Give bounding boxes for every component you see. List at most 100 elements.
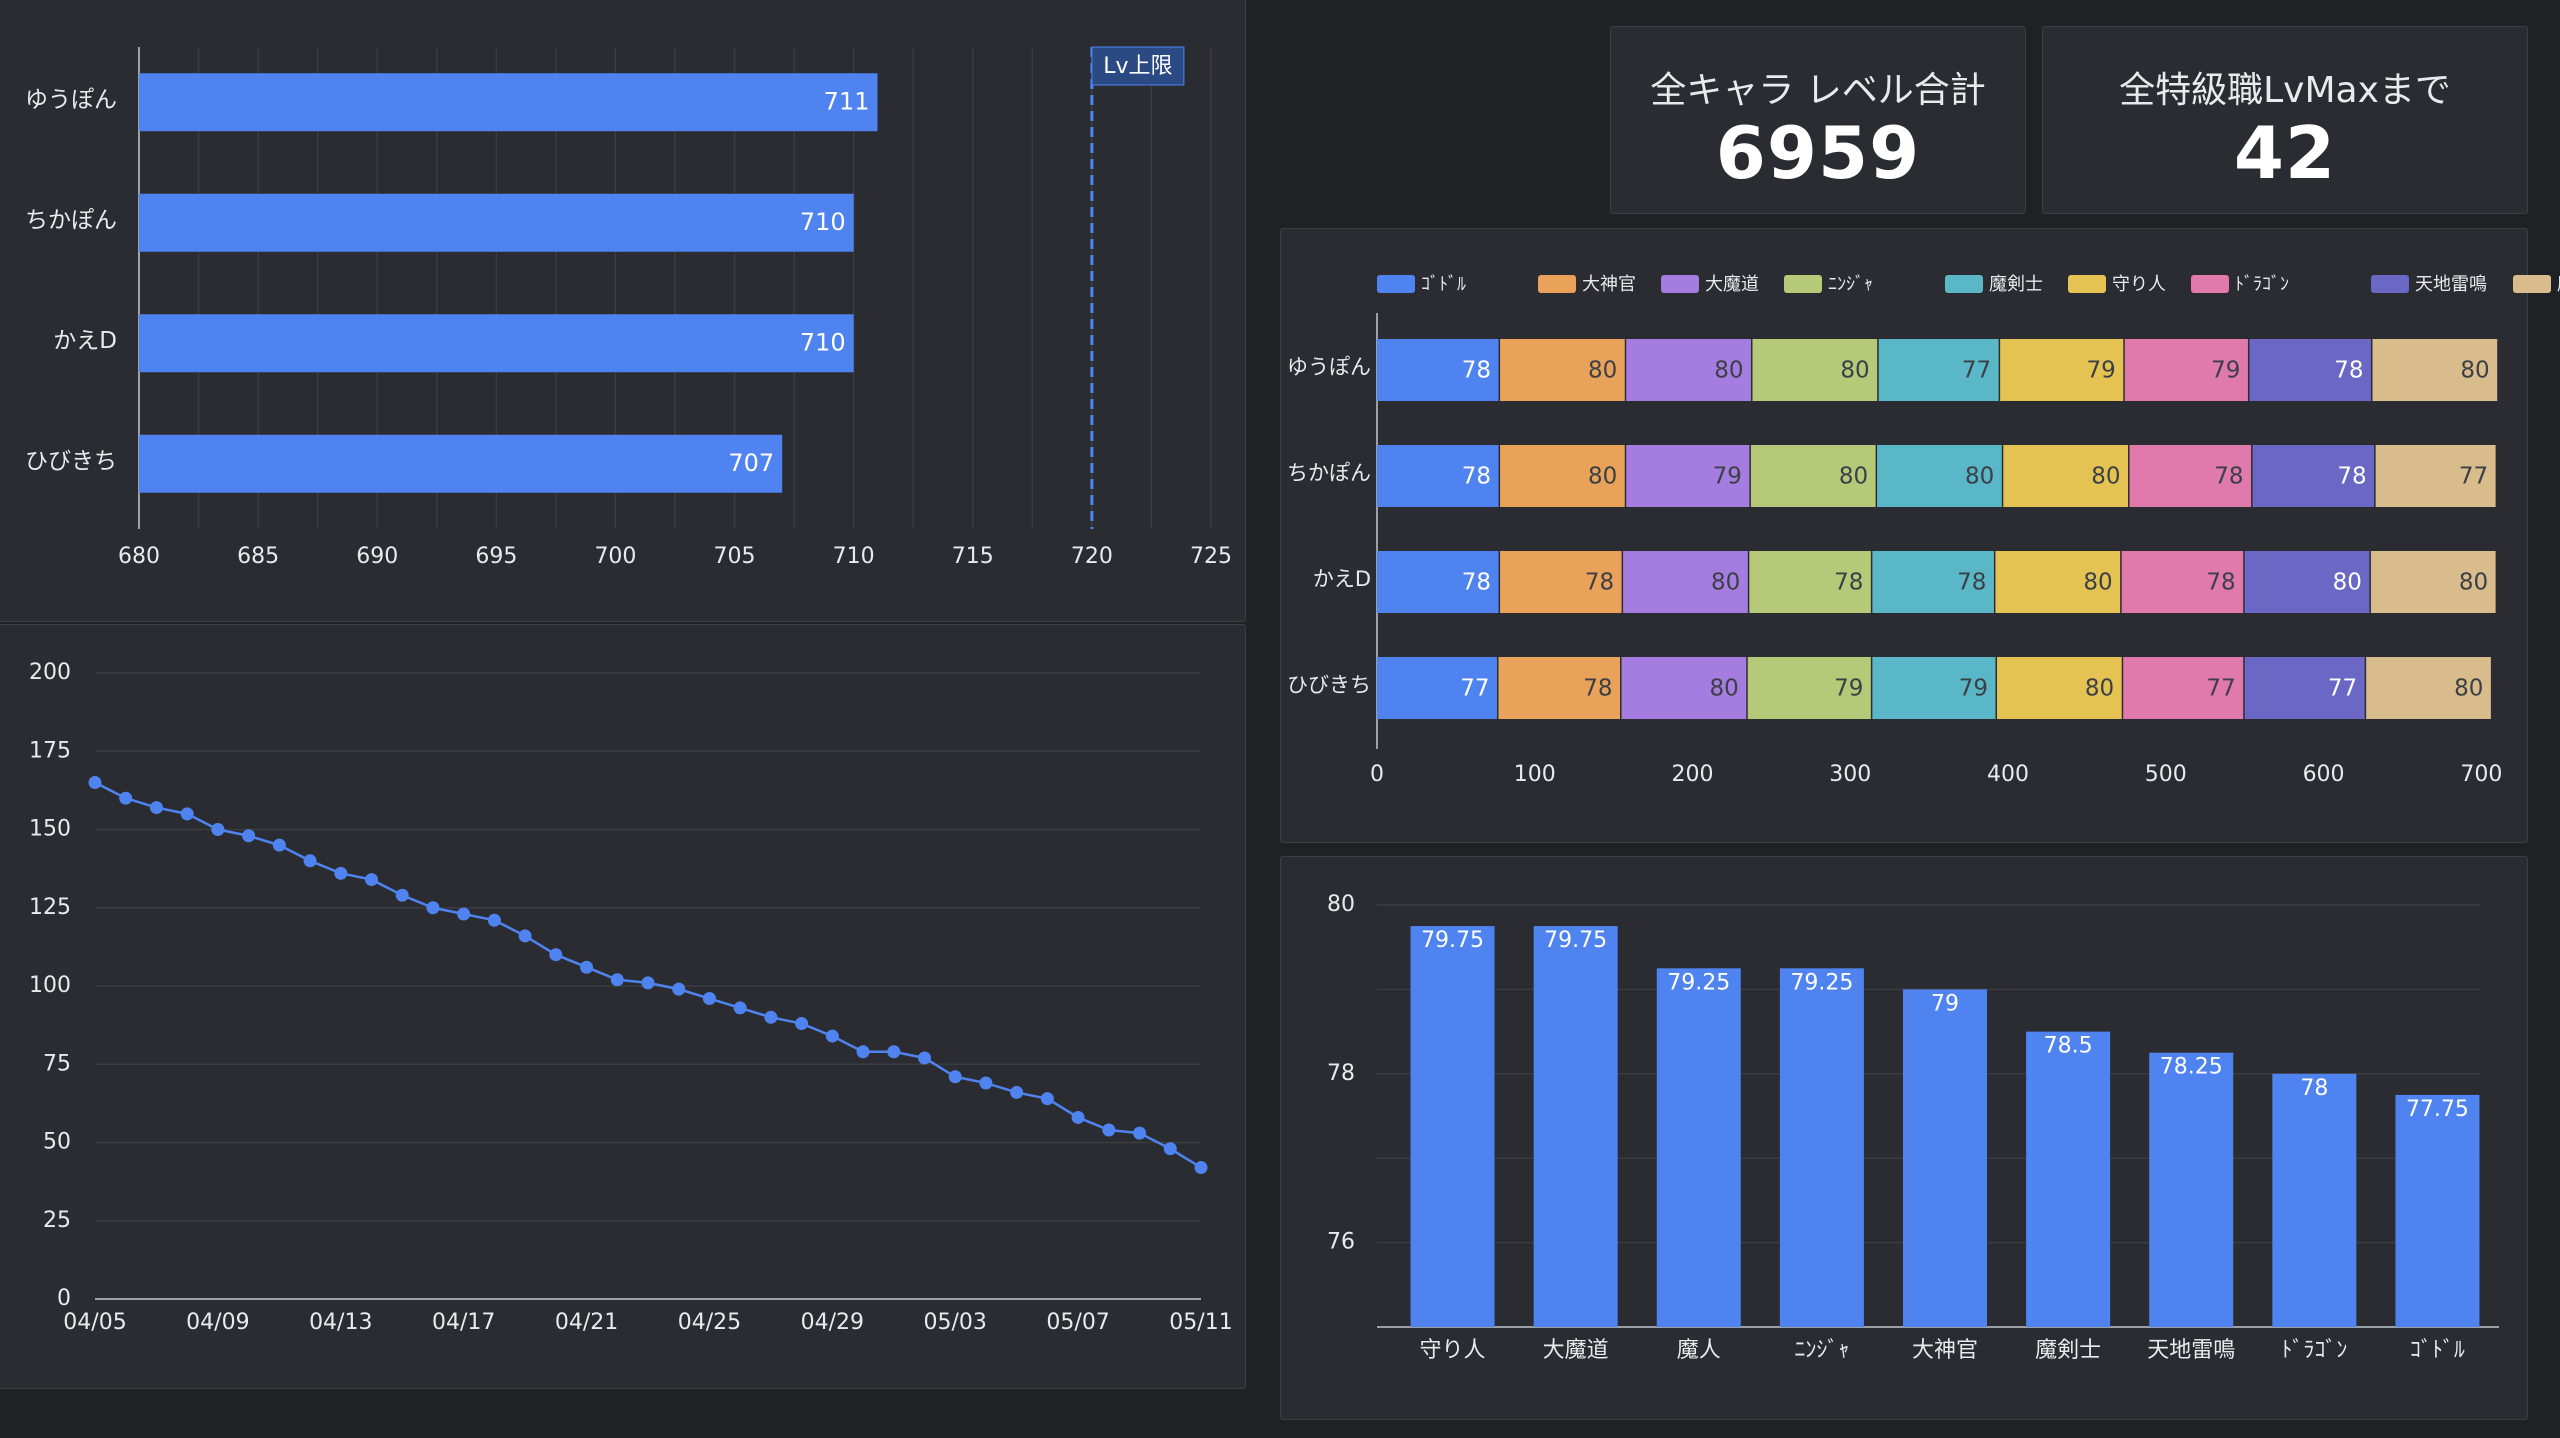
x-tick-label: 200 bbox=[1672, 762, 1714, 787]
x-tick-label: 720 bbox=[1071, 544, 1113, 569]
bar-segment bbox=[2366, 657, 2491, 719]
data-label: 79.25 bbox=[1667, 970, 1730, 995]
data-label: 77 bbox=[2206, 676, 2235, 702]
data-label: 80 bbox=[2083, 570, 2112, 596]
data-point bbox=[764, 1010, 778, 1024]
y-tick-label: 78 bbox=[1327, 1061, 1355, 1086]
data-label: 80 bbox=[1714, 358, 1743, 384]
category-label: ゆうぽん bbox=[1287, 355, 1371, 379]
bar-segment bbox=[1500, 339, 1625, 401]
y-tick-label: 125 bbox=[29, 895, 71, 920]
y-tick-label: 200 bbox=[29, 660, 71, 685]
category-label: ﾄﾞﾗｺﾞﾝ bbox=[2281, 1338, 2347, 1363]
panel-remaining-line: 0 25 50 75 100 125 150 175 200 04/05 04/09 04/13 04/… bbox=[0, 624, 1246, 1389]
bar bbox=[139, 434, 783, 493]
bar-segment bbox=[1500, 551, 1622, 613]
data-label: 80 bbox=[1588, 464, 1617, 490]
y-tick-label: 76 bbox=[1327, 1230, 1355, 1255]
legend-swatch bbox=[1661, 275, 1699, 293]
bar-segment bbox=[2003, 445, 2129, 507]
data-point bbox=[1194, 1161, 1208, 1175]
data-label: 79 bbox=[1713, 464, 1742, 490]
scorecard-label: 全キャラ レベル合計 bbox=[1650, 70, 1986, 111]
bar-segment bbox=[1750, 445, 1876, 507]
bar-segment bbox=[1995, 551, 2121, 613]
data-label: 79.25 bbox=[1790, 970, 1853, 995]
x-tick-label: 04/29 bbox=[801, 1310, 864, 1335]
x-tick-label: 05/11 bbox=[1169, 1310, 1232, 1335]
bar-segment bbox=[1377, 445, 1499, 507]
data-point bbox=[1010, 1085, 1024, 1099]
bar-segment bbox=[1621, 657, 1747, 719]
bar-segment bbox=[1877, 445, 2002, 507]
legend-label: 魔剣士 bbox=[1989, 274, 2043, 295]
data-point bbox=[334, 866, 348, 880]
bar-segment bbox=[2000, 339, 2124, 401]
bar-segment bbox=[2252, 445, 2375, 507]
data-point bbox=[795, 1017, 809, 1031]
bar-segment bbox=[2121, 551, 2244, 613]
bar-segment bbox=[1626, 339, 1751, 401]
data-point bbox=[119, 791, 133, 805]
legend-label: ﾄﾞﾗｺﾞﾝ bbox=[2235, 274, 2289, 295]
category-label: ﾆﾝｼﾞｬ bbox=[1794, 1338, 1849, 1363]
data-label: 77 bbox=[1460, 676, 1489, 702]
x-tick-label: 04/17 bbox=[432, 1310, 495, 1335]
x-tick-label: 04/25 bbox=[678, 1310, 741, 1335]
job-stacked-bar-chart: ｺﾞﾄﾞﾙ 大神官 大魔道 ﾆﾝｼﾞｬ 魔剣士 守り人 ﾄﾞﾗｺﾞﾝ 天地雷鳴 魔人 0 100 20… bbox=[1287, 274, 2560, 787]
bar-segment bbox=[1498, 657, 1621, 719]
x-tick-label: 700 bbox=[2460, 762, 2502, 787]
data-point bbox=[1071, 1110, 1085, 1124]
category-label: ちかぽん bbox=[25, 207, 117, 233]
data-point bbox=[457, 907, 471, 921]
bar bbox=[1533, 926, 1618, 1327]
legend-swatch bbox=[1784, 275, 1822, 293]
y-tick-label: 175 bbox=[29, 738, 71, 763]
bar-segment bbox=[2375, 445, 2496, 507]
bar bbox=[139, 193, 854, 252]
data-point bbox=[580, 960, 594, 974]
bar-segment bbox=[1500, 445, 1625, 507]
data-point bbox=[856, 1045, 870, 1059]
bar bbox=[2149, 1052, 2234, 1327]
data-label: 79 bbox=[2211, 358, 2240, 384]
legend-label: ｺﾞﾄﾞﾙ bbox=[1421, 274, 1466, 295]
bar-segment bbox=[1747, 657, 1871, 719]
y-tick-label: 100 bbox=[29, 973, 71, 998]
data-label: 78.5 bbox=[2044, 1034, 2093, 1059]
data-label: 77 bbox=[2459, 464, 2488, 490]
x-tick-label: 100 bbox=[1514, 762, 1556, 787]
data-label: 77 bbox=[2328, 676, 2357, 702]
category-label: かえD bbox=[53, 328, 117, 354]
bar bbox=[1903, 989, 1987, 1327]
bar-segment bbox=[2124, 339, 2248, 401]
bar bbox=[2395, 1094, 2480, 1327]
x-tick-label: 710 bbox=[833, 544, 875, 569]
data-label: 78 bbox=[1462, 570, 1491, 596]
x-tick-label: 400 bbox=[1987, 762, 2029, 787]
data-point bbox=[948, 1070, 962, 1084]
data-label: 707 bbox=[728, 449, 774, 477]
x-tick-label: 04/21 bbox=[555, 1310, 618, 1335]
y-tick-label: 50 bbox=[43, 1130, 71, 1155]
data-label: 78 bbox=[1462, 464, 1491, 490]
x-tick-label: 0 bbox=[1370, 762, 1384, 787]
category-label: 大魔道 bbox=[1543, 1338, 1609, 1363]
data-point bbox=[1133, 1126, 1147, 1140]
category-label: 魔剣士 bbox=[2035, 1338, 2101, 1363]
data-label: 78 bbox=[1583, 676, 1612, 702]
data-point bbox=[242, 829, 256, 843]
data-point bbox=[918, 1051, 931, 1065]
data-label: 77.75 bbox=[2406, 1097, 2469, 1122]
x-tick-label: 715 bbox=[952, 544, 994, 569]
legend-label: 大魔道 bbox=[1705, 274, 1759, 295]
legend-swatch bbox=[2513, 275, 2551, 293]
bar bbox=[1779, 968, 1864, 1327]
data-label: 80 bbox=[2333, 570, 2362, 596]
data-label: 78 bbox=[1957, 570, 1986, 596]
x-tick-label: 705 bbox=[714, 544, 756, 569]
bar-segment bbox=[2370, 551, 2496, 613]
data-label: 80 bbox=[2454, 676, 2483, 702]
category-label: 魔人 bbox=[1677, 1338, 1721, 1363]
bar-segment bbox=[1377, 339, 1499, 401]
